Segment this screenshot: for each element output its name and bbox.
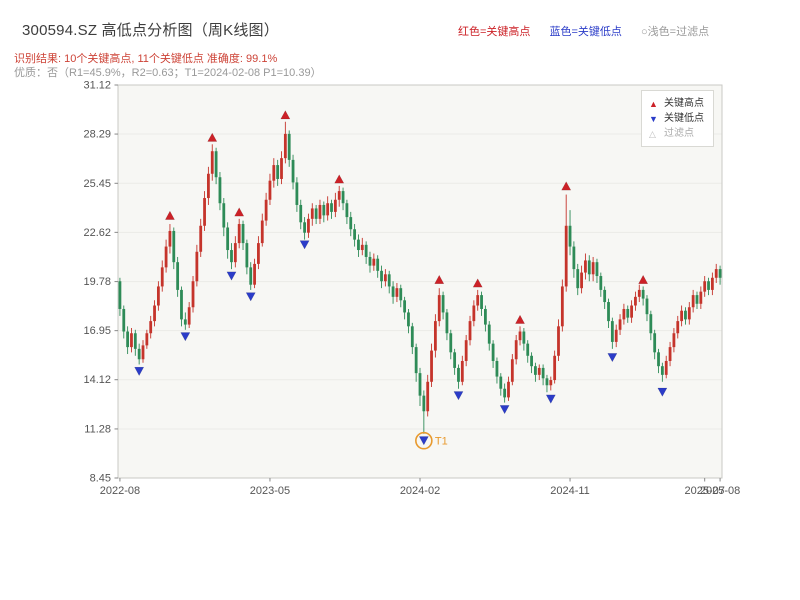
key-low-markers — [134, 240, 668, 446]
svg-text:25.45: 25.45 — [83, 178, 111, 190]
svg-text:19.78: 19.78 — [83, 276, 111, 288]
legend-low-text: 蓝色=关键低点 — [549, 26, 622, 38]
axes: 31.12 28.29 25.45 22.62 19.78 16.95 14.12 11.28… — [83, 80, 740, 498]
svg-text:2023-05: 2023-05 — [250, 485, 290, 497]
svg-text:22.62: 22.62 — [83, 227, 111, 239]
key-high-triangle-icon: ▲ — [649, 98, 658, 109]
key-low-triangle-icon: ▼ — [649, 113, 658, 124]
page-title: 300594.SZ 高低点分析图（周K线图） — [22, 22, 279, 39]
t1-annotation: T1 — [415, 431, 448, 450]
svg-text:14.12: 14.12 — [83, 374, 111, 386]
recognition-result-text: 识别结果: 10个关键高点, 11个关键低点 准确度: 99.1% — [14, 53, 278, 65]
svg-text:T1: T1 — [435, 436, 448, 448]
filter-triangle-icon: △ — [649, 128, 656, 139]
svg-text:31.12: 31.12 — [83, 80, 111, 92]
legend-label-key-high: 关键高点 — [664, 97, 704, 109]
legend-item-key-high: ▲ 关键高点 — [649, 96, 704, 111]
svg-text:2024-11: 2024-11 — [550, 485, 590, 497]
legend-label-key-low: 关键低点 — [664, 112, 704, 124]
legend-high-text: 红色=关键高点 — [458, 26, 531, 38]
legend-item-key-low: ▼ 关键低点 — [649, 111, 704, 126]
legend-filter-text: ○浅色=过滤点 — [641, 26, 710, 38]
key-high-markers — [164, 110, 649, 324]
svg-text:2025-08: 2025-08 — [700, 485, 740, 497]
legend-label-filter: 过滤点 — [664, 127, 694, 139]
marker-legend: ▲ 关键高点 ▼ 关键低点 △ 过滤点 — [641, 90, 714, 147]
candles-layer — [118, 121, 722, 434]
plot-background — [118, 84, 722, 479]
svg-text:16.95: 16.95 — [83, 325, 111, 337]
color-legend: 红色=关键高点 蓝色=关键低点 ○浅色=过滤点 — [458, 23, 725, 39]
svg-text:28.29: 28.29 — [83, 129, 111, 141]
legend-item-filter: △ 过滤点 — [649, 126, 704, 141]
svg-text:8.45: 8.45 — [90, 473, 111, 485]
svg-text:11.28: 11.28 — [84, 423, 111, 435]
quality-summary-text: 优质：否（R1=45.9%，R2=0.63；T1=2024-02-08 P1=1… — [14, 67, 322, 79]
svg-text:2024-02: 2024-02 — [400, 485, 440, 497]
svg-text:2022-08: 2022-08 — [100, 485, 140, 497]
svg-text:2025-07: 2025-07 — [685, 485, 725, 497]
